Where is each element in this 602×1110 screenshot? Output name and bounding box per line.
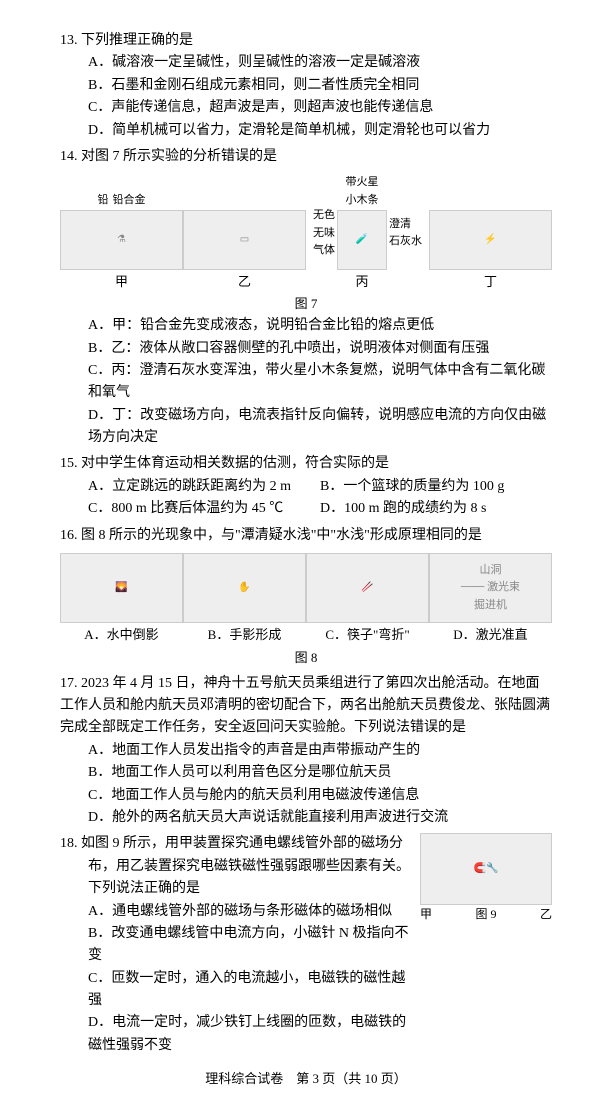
figure-8-row: 🌄 A．水中倒影 ✋ B．手影形成 🥢 C．筷子"弯折" 山洞 ─── 激光束 … [60,553,552,646]
fig7-bing-l2: 无味 [313,225,335,243]
q16-stem: 图 8 所示的光现象中，与"潭清疑水浅"中"水浅"形成原理相同的是 [81,528,482,543]
fig8-b: ✋ B．手影形成 [183,553,306,646]
fig8-c: 🥢 C．筷子"弯折" [306,553,429,646]
fig7-yi: ▭ 乙 [183,192,306,292]
q18-stem1: 如图 9 所示，用甲装置探究通电螺线管外部的磁场分 [81,836,403,851]
q18-opt-a: A．通电螺线管外部的磁场与条形磁体的磁场相似 [88,901,412,923]
q15-stem: 对中学生体育运动相关数据的估测，符合实际的是 [81,456,389,471]
q17-options: A．地面工作人员发出指令的声音是由声带振动产生的 B．地面工作人员可以利用音色区… [60,740,552,830]
fig8-cap-a: A．水中倒影 [60,625,183,646]
fig8-cap-b: B．手影形成 [183,625,306,646]
fig7-cap-jia: 甲 [60,272,183,293]
fig7-ding: ⚡ 丁 [429,192,552,292]
fig7-bing-r2: 小木条 [346,194,379,206]
fig7-jia: 铅 铅合金 ⚗ 甲 [60,192,183,292]
q17-stem: 2023 年 4 月 15 日，神舟十五号航天员乘组进行了第四次出舱活动。在地面… [60,676,550,736]
q15-opt-d: D．100 m 跑的成绩约为 8 s [320,498,552,520]
q15-opt-b: B．一个篮球的质量约为 100 g [320,476,552,498]
fig8-d-l1: 山洞 [480,562,502,580]
fig7-jia-label1: 铅 [98,192,109,210]
fig7-bing-r4: 石灰水 [389,233,422,251]
q18-opt-b: B．改变通电螺线管中电流方向，小磁针 N 极指向不变 [88,923,412,968]
q15-opt-a: A．立定跳远的跳跃距离约为 2 m [88,476,320,498]
question-17: 17. 2023 年 4 月 15 日，神舟十五号航天员乘组进行了第四次出舱活动… [60,673,552,830]
fig8-b-image: ✋ [183,553,306,623]
fig7-jia-label2: 铅合金 [113,192,146,210]
question-13: 13. 下列推理正确的是 A．碱溶液一定呈碱性，则呈碱性的溶液一定是碱溶液 B．… [60,30,552,142]
fig7-bing: 无色 无味 气体 带火星 小木条 🧪 丙 澄清 石灰水 [306,174,429,292]
page-footer: 理科综合试卷 第 3 页（共 10 页） [60,1069,552,1090]
fig8-cap-d: D．激光准直 [429,625,552,646]
fig7-cap-ding: 丁 [429,272,552,293]
q13-options: A．碱溶液一定呈碱性，则呈碱性的溶液一定是碱溶液 B．石墨和金刚石组成元素相同，… [60,52,552,142]
fig8-a-image: 🌄 [60,553,183,623]
fig9-image: 🧲🔧 [420,833,552,905]
question-15: 15. 对中学生体育运动相关数据的估测，符合实际的是 A．立定跳远的跳跃距离约为… [60,453,552,520]
q16-num: 16. [60,528,78,543]
fig9-cap-a: 甲 [420,905,432,924]
figure-8-label: 图 8 [60,648,552,669]
fig7-bing-l1: 无色 [313,207,335,225]
fig8-d: 山洞 ─── 激光束 掘进机 D．激光准直 [429,553,552,646]
fig8-a: 🌄 A．水中倒影 [60,553,183,646]
q18-stem2: 布，用乙装置探究电磁铁磁性强弱跟哪些因素有关。 [60,859,410,874]
fig8-d-l3: 掘进机 [474,597,507,615]
q13-opt-c: C．声能传递信息，超声波是声，则超声波也能传递信息 [88,97,552,119]
q18-options: A．通电螺线管外部的磁场与条形磁体的磁场相似 B．改变通电螺线管中电流方向，小磁… [60,901,412,1058]
q17-opt-c: C．地面工作人员与舱内的航天员利用电磁波传递信息 [88,785,552,807]
question-16: 16. 图 8 所示的光现象中，与"潭清疑水浅"中"水浅"形成原理相同的是 🌄 … [60,525,552,669]
question-14: 14. 对图 7 所示实验的分析错误的是 铅 铅合金 ⚗ 甲 ▭ 乙 无色 无味… [60,146,552,450]
q17-opt-d: D．舱外的两名航天员大声说话就能直接利用声波进行交流 [88,807,552,829]
q17-opt-a: A．地面工作人员发出指令的声音是由声带振动产生的 [88,740,552,762]
figure-9-label: 图 9 [475,905,496,924]
q14-opt-a: A．甲：铅合金先变成液态，说明铅合金比铅的熔点更低 [88,315,552,337]
q18-stem3: 下列说法正确的是 [60,881,200,896]
q18-opt-d: D．电流一定时，减少铁钉上线圈的匝数，电磁铁的磁性强弱不变 [88,1012,412,1057]
q14-options: A．甲：铅合金先变成液态，说明铅合金比铅的熔点更低 B．乙：液体从敞口容器侧壁的… [60,315,552,449]
q15-opt-c: C．800 m 比赛后体温约为 45 ℃ [88,498,320,520]
q13-stem: 下列推理正确的是 [81,33,193,48]
fig7-yi-image: ▭ [183,210,306,270]
fig7-ding-image: ⚡ [429,210,552,270]
fig7-bing-image: 🧪 [337,210,387,270]
q15-num: 15. [60,456,78,471]
q17-opt-b: B．地面工作人员可以利用音色区分是哪位航天员 [88,762,552,784]
fig9-cap-b: 乙 [540,905,552,924]
fig7-cap-yi: 乙 [183,272,306,293]
q18-opt-c: C．匝数一定时，通入的电流越小，电磁铁的磁性越强 [88,968,412,1013]
q14-opt-c: C．丙：澄清石灰水变浑浊，带火星小木条复燃，说明气体中含有二氧化碳和氧气 [88,360,552,405]
q15-options: A．立定跳远的跳跃距离约为 2 m B．一个篮球的质量约为 100 g C．80… [60,476,552,521]
figure-9: 🧲🔧 甲 图 9 乙 [420,833,552,924]
fig7-jia-image: ⚗ [60,210,183,270]
q13-num: 13. [60,33,78,48]
question-18: 18. 如图 9 所示，用甲装置探究通电螺线管外部的磁场分 布，用乙装置探究电磁… [60,833,552,1057]
q13-opt-b: B．石墨和金刚石组成元素相同，则二者性质完全相同 [88,75,552,97]
fig8-c-image: 🥢 [306,553,429,623]
figure-7-row: 铅 铅合金 ⚗ 甲 ▭ 乙 无色 无味 气体 带火星 小木条 🧪 [60,174,552,292]
fig8-d-l2: 激光束 [487,581,520,593]
q14-opt-d: D．丁：改变磁场方向，电流表指针反向偏转，说明感应电流的方向仅由磁场方向决定 [88,405,552,450]
fig7-cap-bing: 丙 [337,272,387,293]
q17-num: 17. [60,676,78,691]
q14-stem: 对图 7 所示实验的分析错误的是 [81,149,277,164]
q13-opt-a: A．碱溶液一定呈碱性，则呈碱性的溶液一定是碱溶液 [88,52,552,74]
q18-num: 18. [60,836,78,851]
fig7-bing-r3: 澄清 [389,216,422,234]
figure-7-label: 图 7 [60,294,552,315]
q14-num: 14. [60,149,78,164]
fig7-bing-r1: 带火星 [346,176,379,188]
fig8-cap-c: C．筷子"弯折" [306,625,429,646]
fig8-d-image: 山洞 ─── 激光束 掘进机 [429,553,552,623]
fig7-bing-l3: 气体 [313,242,335,260]
q14-opt-b: B．乙：液体从敞口容器侧壁的孔中喷出，说明液体对侧面有压强 [88,338,552,360]
q13-opt-d: D．简单机械可以省力，定滑轮是简单机械，则定滑轮也可以省力 [88,120,552,142]
